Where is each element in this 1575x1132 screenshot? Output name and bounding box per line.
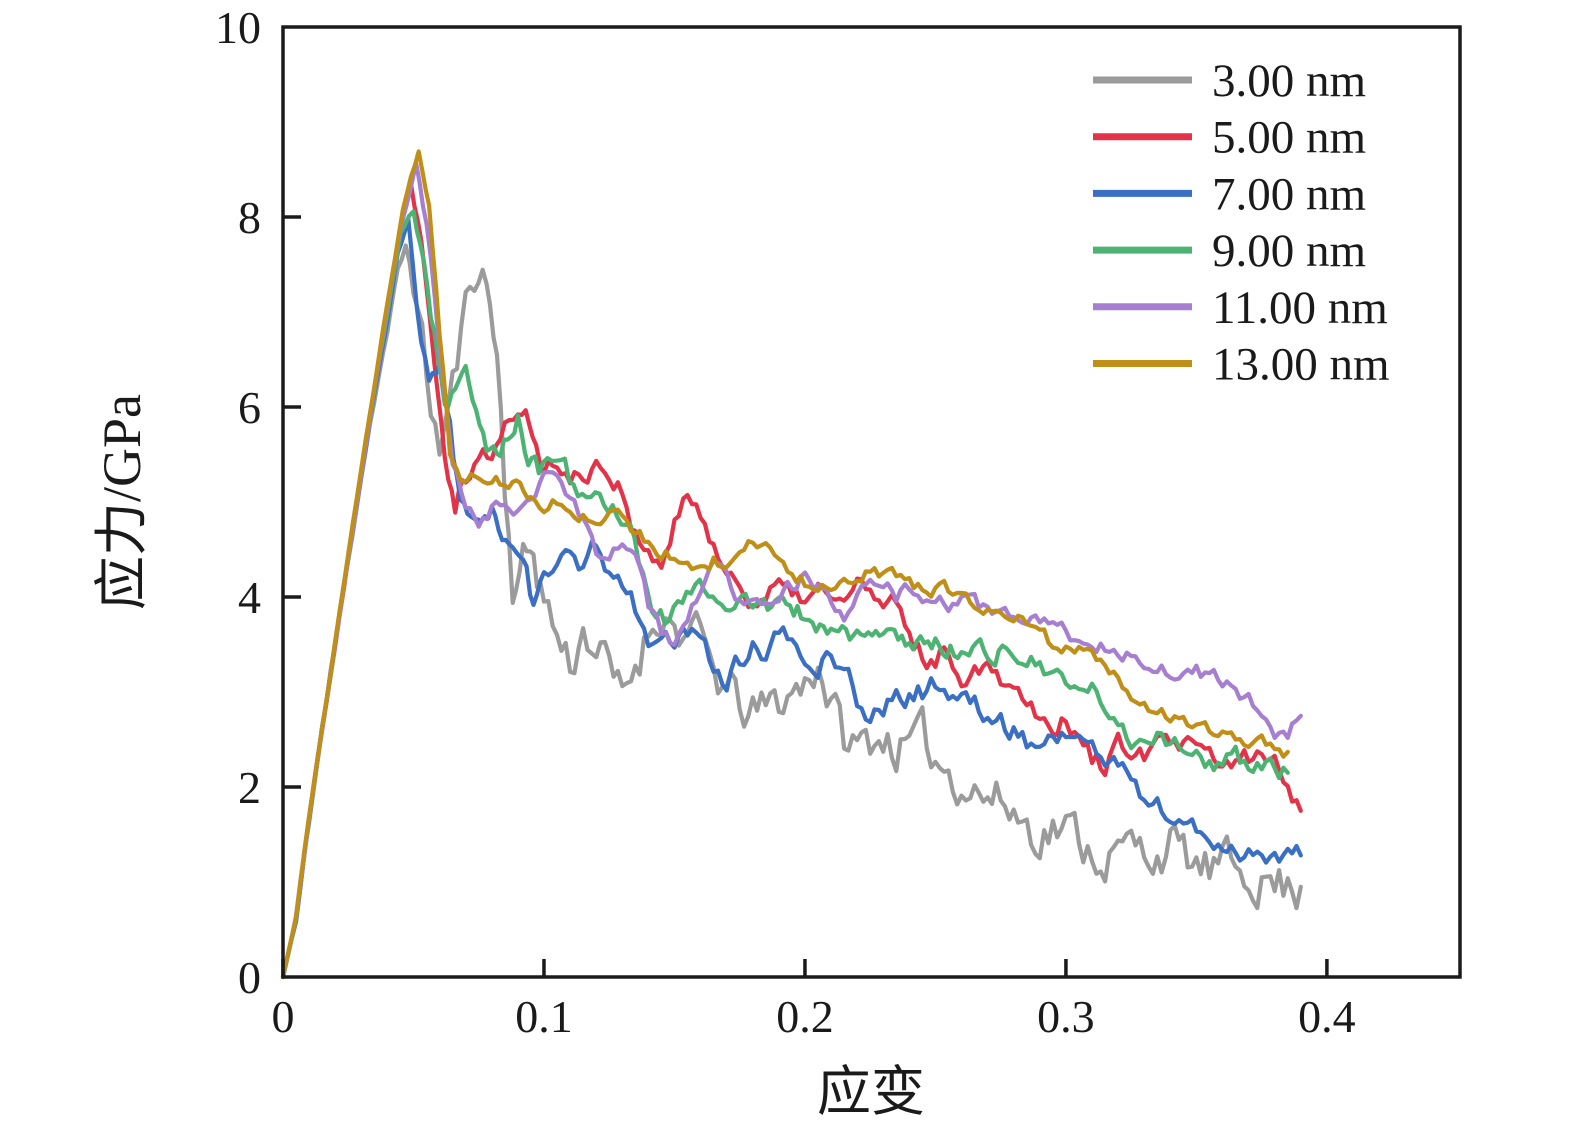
tick-labels-group: 0 0.1 0.2 0.3 0.4 0 2 4 6 8 10 [215,2,1356,1042]
legend-label: 9.00 nm [1212,225,1366,277]
ticks-group [281,215,1329,977]
legend-entry: 11.00 nm [1093,282,1388,334]
y-tick-label: 0 [238,952,261,1003]
y-tick-label: 2 [238,762,261,813]
y-tick-label: 6 [238,382,261,433]
legend-entry: 7.00 nm [1093,168,1366,220]
legend-label: 5.00 nm [1212,112,1366,164]
series-line-13_00-nm [280,149,1290,980]
legend-entry: 3.00 nm [1093,55,1366,107]
legend-entry: 9.00 nm [1093,225,1366,277]
legend-entry: 5.00 nm [1093,112,1366,164]
series-line-5_00-nm [280,181,1303,980]
x-tick-label: 0.2 [776,991,834,1042]
y-tick-label: 10 [215,2,261,53]
series-line-3_00-nm [280,243,1303,980]
y-tick-label: 8 [238,192,261,243]
x-tick-label: 0.3 [1037,991,1095,1042]
series-group [280,149,1303,980]
legend-label: 11.00 nm [1212,282,1388,334]
x-axis-title: 应变 [817,1062,925,1122]
x-tick-label: 0 [272,991,295,1042]
legend-label: 3.00 nm [1212,55,1366,107]
y-tick-label: 4 [238,572,261,623]
legend-label: 13.00 nm [1212,339,1390,391]
x-tick-label: 0.4 [1298,991,1356,1042]
legend-entry: 13.00 nm [1093,339,1390,391]
plot-border [281,25,1462,979]
legend-label: 7.00 nm [1212,168,1366,220]
x-tick-label: 0.1 [515,991,573,1042]
y-axis-title: 应力/GPa [92,394,152,610]
series-line-9_00-nm [280,209,1290,980]
